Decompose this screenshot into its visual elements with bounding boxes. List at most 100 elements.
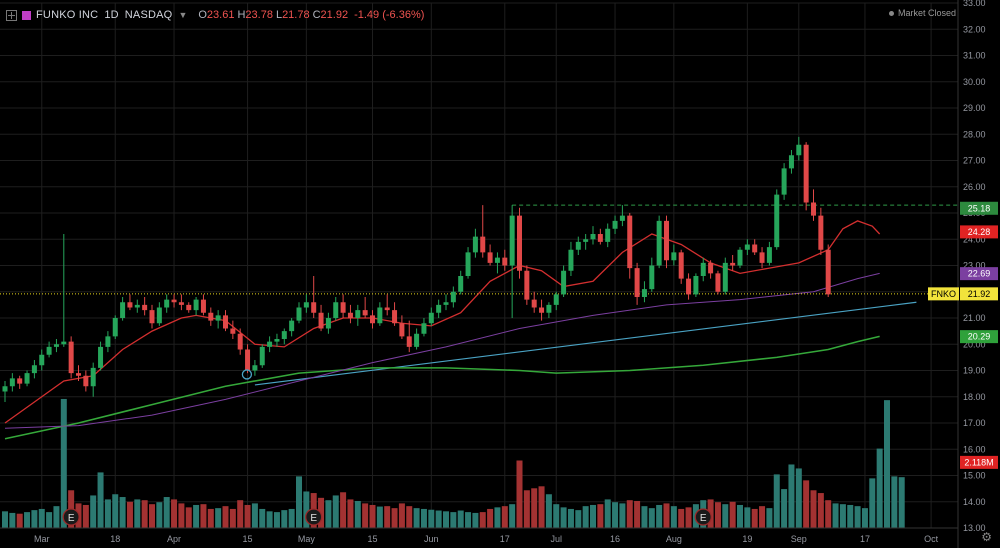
candle-body (509, 215, 515, 266)
add-symbol-icon[interactable] (6, 9, 17, 21)
interval[interactable]: 1D (104, 9, 119, 21)
candle-body (83, 375, 89, 387)
candle-body (502, 257, 508, 266)
volume-bar (545, 494, 552, 528)
volume-bar (141, 500, 148, 528)
candle-body (230, 328, 236, 334)
candle-body (149, 310, 155, 324)
candle-body (120, 302, 126, 318)
x-tick-label: 19 (742, 534, 752, 544)
market-status: Market Closed (888, 8, 956, 18)
y-tick-label: 32.00 (963, 24, 986, 34)
earnings-marker-label: E (310, 513, 317, 524)
volume-bar (156, 502, 163, 528)
volume-bar (82, 504, 89, 528)
earnings-marker (305, 508, 323, 526)
volume-bar (494, 507, 501, 528)
volume-bar (781, 489, 788, 528)
candle-body (436, 304, 442, 313)
candle-body (546, 304, 552, 313)
symbol-name[interactable]: FUNKO INC (36, 9, 99, 21)
y-tick-label: 29.00 (963, 103, 986, 113)
candle-body (759, 252, 765, 263)
volume-bar (9, 512, 16, 528)
candle-body (678, 252, 684, 279)
volume-bar (60, 398, 67, 528)
volume-bar (670, 506, 677, 528)
open-value: 23.61 (206, 9, 235, 21)
volume-bar (590, 504, 596, 528)
volume-bar (303, 491, 310, 528)
volume-bar (523, 490, 530, 528)
y-tick-label: 19.00 (963, 366, 986, 376)
candle-body (708, 262, 714, 274)
trendline (254, 301, 917, 386)
volume-bar (457, 510, 464, 528)
candle-body (237, 333, 243, 350)
candle-body (524, 270, 530, 300)
y-tick-label: 21.00 (963, 313, 986, 323)
candle-body (803, 144, 809, 203)
gear-icon[interactable]: ⚙ (981, 530, 992, 544)
close-label: C (312, 9, 321, 21)
chart-header: FUNKO INC 1D NASDAQ ▼ O 23.61 H 23.78 L 21.… (6, 6, 424, 24)
volume-bar (398, 503, 405, 528)
candle-body (605, 228, 611, 242)
price-label: 21.92 (968, 289, 991, 299)
volume-bar (641, 506, 648, 528)
volume-bar (465, 512, 472, 528)
y-tick-label: 27.00 (963, 156, 986, 166)
candle-body (178, 302, 184, 305)
candle-body (796, 144, 802, 156)
candle-body (752, 244, 758, 253)
earnings-marker (694, 508, 712, 526)
volume-bar (296, 476, 302, 528)
volume-bar (171, 499, 178, 528)
volume-bar (810, 490, 817, 528)
status-dot-icon (888, 10, 894, 16)
volume-bar (869, 478, 876, 528)
volume-bar (90, 495, 97, 528)
change-value: -1.49 (-6.36%) (354, 9, 425, 21)
candle-body (318, 312, 324, 329)
candle-body (612, 220, 618, 229)
candle-body (399, 323, 405, 337)
candle-body (76, 373, 81, 376)
candle-body (517, 215, 522, 271)
candle-body (259, 346, 265, 366)
volume-bar (597, 504, 604, 528)
y-tick-label: 24.00 (963, 234, 986, 244)
price-label-box (960, 455, 998, 469)
candle-body (781, 168, 787, 195)
price-label-box (960, 201, 998, 215)
x-tick-label: Mar (34, 534, 50, 544)
candle-body (693, 276, 699, 295)
candle-body (112, 318, 118, 337)
volume-bar (288, 508, 295, 528)
candle-body (17, 378, 23, 384)
price-label: 2.118M (964, 457, 993, 467)
candle-body (700, 262, 706, 276)
candle-body (98, 346, 104, 368)
x-tick-label: 18 (110, 534, 120, 544)
candle-body (715, 273, 721, 292)
volume-bar (678, 508, 685, 528)
candle-body (656, 220, 662, 266)
candle-body (575, 241, 581, 250)
candle-body (428, 312, 434, 324)
candle-body (671, 252, 677, 261)
volume-bar (193, 504, 200, 528)
volume-bar (876, 448, 883, 528)
candle-body (392, 310, 398, 324)
volume-bar (149, 504, 155, 528)
chevron-down-icon[interactable]: ▼ (178, 10, 188, 20)
volume-bar (369, 504, 376, 528)
candle-body (406, 336, 412, 347)
candle-body (223, 315, 228, 329)
symbol-tag: FNKO (931, 289, 956, 299)
volume-bar (443, 511, 449, 528)
candle-body (818, 215, 824, 250)
candle-body (90, 367, 96, 387)
volume-bar (538, 486, 545, 528)
